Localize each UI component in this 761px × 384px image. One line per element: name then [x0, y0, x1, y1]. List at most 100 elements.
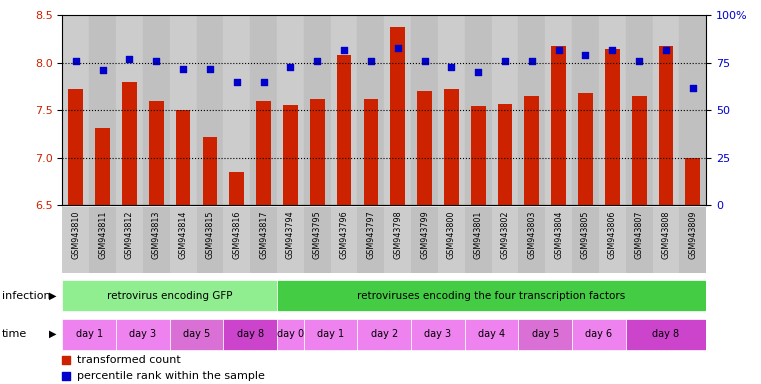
- Bar: [122, 82, 137, 205]
- Text: retrovirus encoding GFP: retrovirus encoding GFP: [107, 291, 232, 301]
- Text: day 6: day 6: [585, 329, 613, 339]
- Bar: [438, 207, 465, 273]
- Text: GSM943803: GSM943803: [527, 211, 537, 259]
- Text: GSM943807: GSM943807: [635, 211, 644, 259]
- Bar: [330, 207, 358, 273]
- Point: [607, 46, 619, 53]
- Bar: [358, 15, 384, 205]
- Bar: [524, 96, 540, 205]
- Text: day 5: day 5: [532, 329, 559, 339]
- Text: GSM943808: GSM943808: [661, 211, 670, 259]
- Point: [97, 68, 109, 74]
- Bar: [680, 15, 706, 205]
- Bar: [229, 172, 244, 205]
- Text: GSM943800: GSM943800: [447, 211, 456, 259]
- Bar: [224, 15, 250, 205]
- Bar: [653, 207, 680, 273]
- Bar: [465, 207, 492, 273]
- Bar: [89, 207, 116, 273]
- Bar: [578, 93, 593, 205]
- Bar: [62, 207, 89, 273]
- Bar: [492, 15, 518, 205]
- Point: [123, 56, 135, 62]
- Point: [472, 70, 484, 76]
- Text: GSM943813: GSM943813: [151, 211, 161, 259]
- Point: [633, 58, 645, 64]
- Text: GSM943814: GSM943814: [179, 211, 188, 259]
- Text: GSM943801: GSM943801: [473, 211, 482, 259]
- Text: day 5: day 5: [183, 329, 210, 339]
- Bar: [277, 15, 304, 205]
- Bar: [680, 207, 706, 273]
- Bar: [605, 49, 619, 205]
- Bar: [599, 15, 626, 205]
- Bar: [518, 319, 572, 349]
- Text: ▶: ▶: [49, 329, 56, 339]
- Point: [407, 293, 419, 299]
- Point: [338, 46, 350, 53]
- Bar: [62, 280, 277, 311]
- Bar: [277, 319, 304, 349]
- Text: day 2: day 2: [371, 329, 398, 339]
- Point: [552, 46, 565, 53]
- Text: GSM943804: GSM943804: [554, 211, 563, 259]
- Bar: [518, 15, 545, 205]
- Text: day 1: day 1: [75, 329, 103, 339]
- Bar: [170, 319, 224, 349]
- Bar: [68, 89, 83, 205]
- Bar: [417, 91, 432, 205]
- Text: GSM943805: GSM943805: [581, 211, 590, 259]
- Point: [419, 58, 431, 64]
- Text: day 3: day 3: [129, 329, 157, 339]
- Bar: [498, 104, 512, 205]
- Point: [526, 58, 538, 64]
- Bar: [390, 27, 405, 205]
- Text: percentile rank within the sample: percentile rank within the sample: [77, 371, 264, 381]
- Point: [392, 45, 404, 51]
- Bar: [358, 207, 384, 273]
- Point: [70, 58, 82, 64]
- Bar: [143, 207, 170, 273]
- Text: GSM943815: GSM943815: [205, 211, 215, 259]
- Bar: [149, 101, 164, 205]
- Bar: [358, 319, 411, 349]
- Bar: [438, 15, 465, 205]
- Point: [311, 58, 323, 64]
- Bar: [545, 15, 572, 205]
- Text: time: time: [2, 329, 27, 339]
- Text: retroviruses encoding the four transcription factors: retroviruses encoding the four transcrip…: [358, 291, 626, 301]
- Bar: [411, 207, 438, 273]
- Bar: [277, 280, 706, 311]
- Point: [660, 46, 672, 53]
- Text: GSM943806: GSM943806: [608, 211, 617, 259]
- Bar: [599, 207, 626, 273]
- Bar: [572, 207, 599, 273]
- Text: GSM943811: GSM943811: [98, 211, 107, 259]
- Bar: [626, 319, 706, 349]
- Bar: [518, 207, 545, 273]
- Text: ▶: ▶: [49, 291, 56, 301]
- Point: [579, 52, 591, 58]
- Bar: [277, 207, 304, 273]
- Point: [499, 58, 511, 64]
- Bar: [250, 207, 277, 273]
- Text: GSM943799: GSM943799: [420, 211, 429, 259]
- Point: [177, 66, 189, 72]
- Bar: [304, 319, 358, 349]
- Bar: [465, 15, 492, 205]
- Bar: [62, 15, 89, 205]
- Bar: [116, 15, 143, 205]
- Bar: [411, 15, 438, 205]
- Bar: [411, 319, 465, 349]
- Bar: [196, 15, 224, 205]
- Point: [686, 84, 699, 91]
- Bar: [626, 207, 653, 273]
- Point: [365, 58, 377, 64]
- Text: day 1: day 1: [317, 329, 344, 339]
- Bar: [224, 207, 250, 273]
- Bar: [330, 15, 358, 205]
- Bar: [202, 137, 218, 205]
- Bar: [572, 319, 626, 349]
- Bar: [492, 207, 518, 273]
- Bar: [95, 127, 110, 205]
